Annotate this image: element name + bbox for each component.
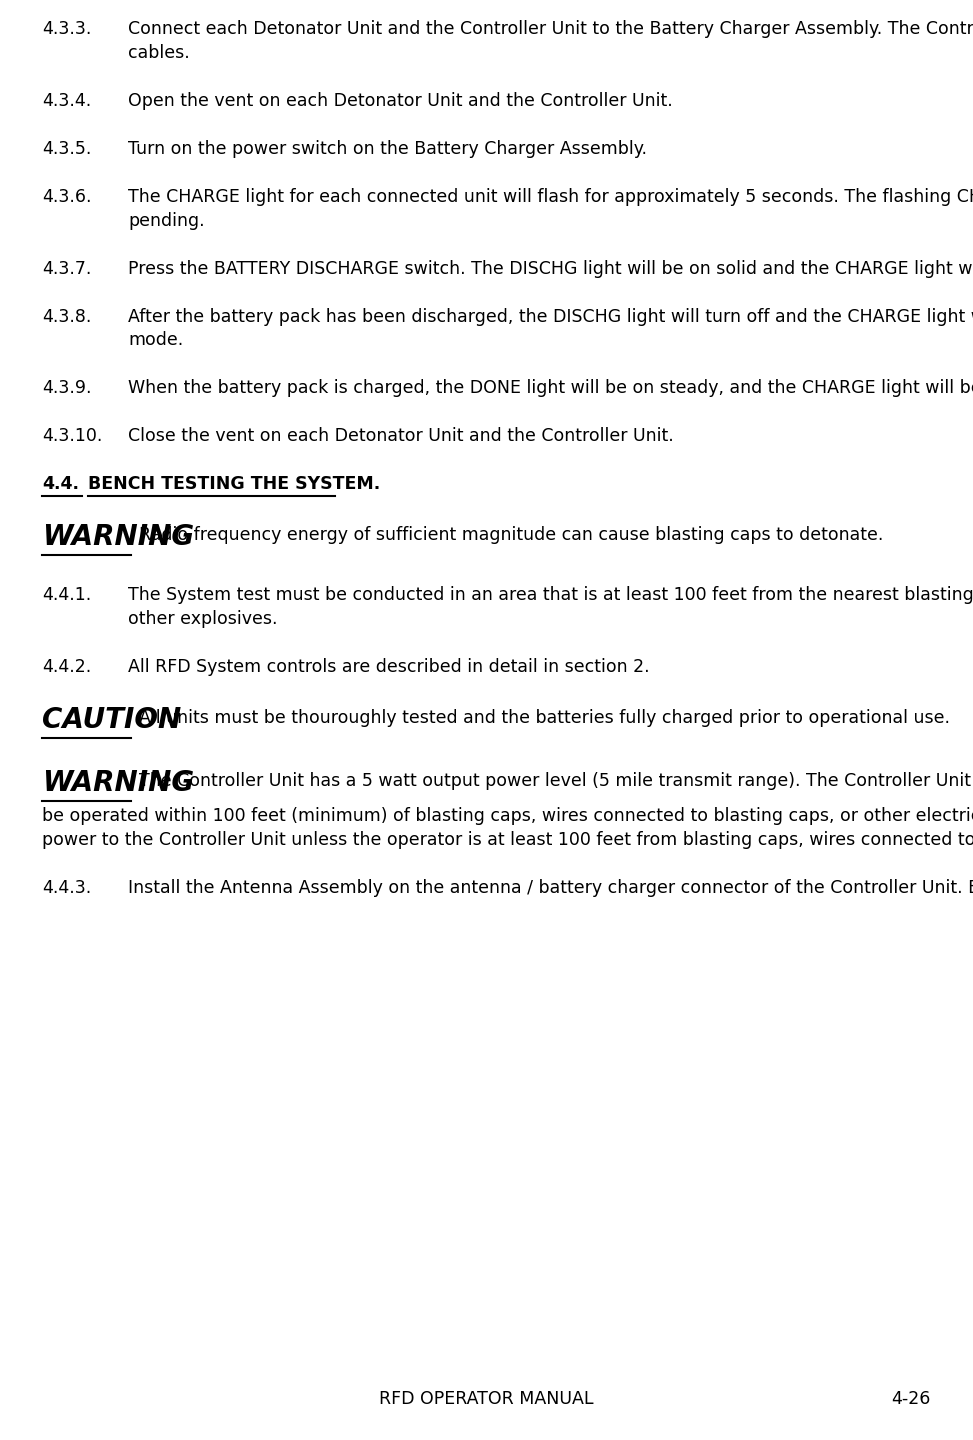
Text: Install the Antenna Assembly on the antenna / battery charger connector of the C: Install the Antenna Assembly on the ante… — [128, 880, 973, 897]
Text: WARNING: WARNING — [42, 769, 195, 796]
Text: BENCH TESTING THE SYSTEM.: BENCH TESTING THE SYSTEM. — [88, 475, 380, 494]
Text: 4.4.: 4.4. — [42, 475, 79, 494]
Text: 4.4.3.: 4.4.3. — [42, 880, 91, 897]
Text: 4.3.5.: 4.3.5. — [42, 140, 91, 158]
Text: All units must be thouroughly tested and the batteries fully charged prior to op: All units must be thouroughly tested and… — [139, 708, 950, 727]
Text: The System test must be conducted in an area that is at least 100 feet from the : The System test must be conducted in an … — [128, 586, 973, 603]
Text: WARNING: WARNING — [42, 523, 195, 552]
Text: 4.3.8.: 4.3.8. — [42, 308, 91, 325]
Text: Connect each Detonator Unit and the Controller Unit to the Battery Charger Assem: Connect each Detonator Unit and the Cont… — [128, 20, 973, 37]
Text: The CHARGE light for each connected unit will flash for approximately 5 seconds.: The CHARGE light for each connected unit… — [128, 187, 973, 206]
Text: 4.3.3.: 4.3.3. — [42, 20, 91, 37]
Text: After the battery pack has been discharged, the DISCHG light will turn off and t: After the battery pack has been discharg… — [128, 308, 973, 325]
Text: pending.: pending. — [128, 212, 204, 229]
Text: RFD OPERATOR MANUAL: RFD OPERATOR MANUAL — [379, 1390, 594, 1408]
Text: CAUTION: CAUTION — [42, 706, 181, 734]
Text: 4.3.10.: 4.3.10. — [42, 428, 102, 445]
Text: Press the BATTERY DISCHARGE switch. The DISCHG light will be on solid and the CH: Press the BATTERY DISCHARGE switch. The … — [128, 259, 973, 278]
Text: 4.3.9.: 4.3.9. — [42, 379, 91, 397]
Text: 4.3.4.: 4.3.4. — [42, 92, 91, 109]
Text: Radio frequency energy of sufficient magnitude can cause blasting caps to detona: Radio frequency energy of sufficient mag… — [139, 526, 883, 544]
Text: mode.: mode. — [128, 331, 183, 350]
Text: Open the vent on each Detonator Unit and the Controller Unit.: Open the vent on each Detonator Unit and… — [128, 92, 672, 109]
Text: 4.3.7.: 4.3.7. — [42, 259, 91, 278]
Text: Close the vent on each Detonator Unit and the Controller Unit.: Close the vent on each Detonator Unit an… — [128, 428, 673, 445]
Text: 4.4.1.: 4.4.1. — [42, 586, 91, 603]
Text: When the battery pack is charged, the DONE light will be on steady, and the CHAR: When the battery pack is charged, the DO… — [128, 379, 973, 397]
Text: 4.4.2.: 4.4.2. — [42, 658, 91, 675]
Text: power to the Controller Unit unless the operator is at least 100 feet from blast: power to the Controller Unit unless the … — [42, 831, 973, 850]
Text: cables.: cables. — [128, 45, 190, 62]
Text: 4-26: 4-26 — [891, 1390, 931, 1408]
Text: All RFD System controls are described in detail in section 2.: All RFD System controls are described in… — [128, 658, 650, 675]
Text: be operated within 100 feet (minimum) of blasting caps, wires connected to blast: be operated within 100 feet (minimum) of… — [42, 808, 973, 825]
Text: 4.3.6.: 4.3.6. — [42, 187, 91, 206]
Text: other explosives.: other explosives. — [128, 611, 277, 628]
Text: The Controller Unit has a 5 watt output power level (5 mile transmit range). The: The Controller Unit has a 5 watt output … — [139, 772, 973, 789]
Text: Turn on the power switch on the Battery Charger Assembly.: Turn on the power switch on the Battery … — [128, 140, 647, 158]
